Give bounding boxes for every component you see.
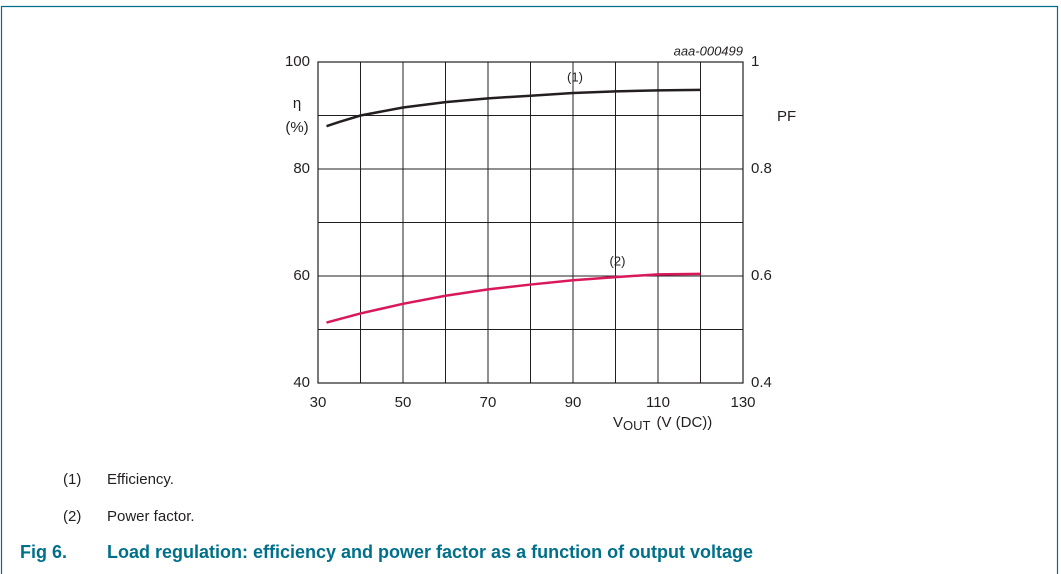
y-axis-unit: (%) — [285, 119, 308, 136]
y-axis-label: η — [293, 95, 301, 112]
y-tick-label: 40 — [293, 374, 310, 391]
x-label-main: V — [613, 414, 623, 431]
note-text: Power factor. — [107, 508, 195, 525]
x-axis-label: VOUT (V (DC)) — [613, 414, 712, 433]
x-tick-label: 90 — [565, 394, 582, 411]
series-line — [326, 88, 701, 128]
note-text: Efficiency. — [107, 471, 174, 488]
figure-id: aaa-000499 — [674, 43, 743, 58]
y-tick-label: 80 — [293, 160, 310, 177]
note-marker: (1) — [63, 471, 81, 488]
caption-number: Fig 6. — [20, 542, 67, 562]
series-label: (1) — [567, 69, 583, 84]
x-tick-label: 70 — [480, 394, 497, 411]
y2-axis-label: PF — [777, 108, 796, 125]
series-line — [326, 272, 701, 324]
caption: Load regulation: efficiency and power fa… — [107, 542, 753, 562]
y-tick-label: 100 — [285, 53, 310, 70]
x-tick-label: 110 — [646, 394, 670, 411]
figure-border — [0, 5, 1059, 574]
y2-tick-label: 0.8 — [751, 160, 772, 177]
series-label: (2) — [610, 254, 626, 269]
note-marker: (2) — [63, 508, 81, 525]
x-tick-label: 50 — [395, 394, 412, 411]
x-label-rest: (V (DC)) — [656, 414, 712, 431]
plot-frame — [317, 61, 744, 384]
x-tick-label: 30 — [310, 394, 327, 411]
y2-tick-label: 1 — [751, 53, 759, 70]
x-label-sub: OUT — [623, 418, 651, 433]
x-tick-label: 130 — [730, 394, 755, 411]
y-tick-label: 60 — [293, 267, 310, 284]
y2-tick-label: 0.4 — [751, 374, 772, 391]
y2-tick-label: 0.6 — [751, 267, 772, 284]
